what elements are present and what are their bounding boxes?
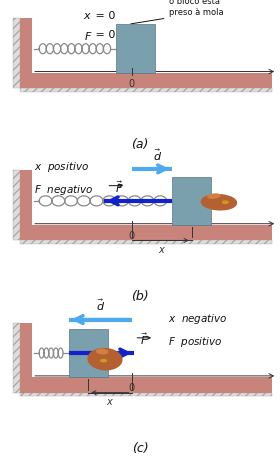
Bar — [13, 170, 20, 240]
Bar — [20, 377, 272, 393]
Ellipse shape — [101, 360, 106, 362]
Text: $x$  negativo: $x$ negativo — [168, 312, 228, 326]
Text: (a): (a) — [131, 138, 149, 151]
Text: $\vec{F}$: $\vec{F}$ — [140, 331, 149, 347]
Ellipse shape — [97, 349, 108, 354]
Ellipse shape — [208, 194, 220, 198]
Text: $F$: $F$ — [84, 31, 92, 43]
Text: = 0: = 0 — [92, 31, 116, 40]
Ellipse shape — [201, 195, 237, 210]
Text: $x$: $x$ — [106, 397, 114, 407]
Text: $x$: $x$ — [158, 245, 166, 255]
Text: (c): (c) — [132, 442, 148, 455]
Text: $F$  negativo: $F$ negativo — [34, 183, 93, 197]
Text: (b): (b) — [131, 290, 149, 303]
Text: $\vec{d}$: $\vec{d}$ — [153, 147, 162, 163]
Bar — [20, 323, 32, 393]
Text: $x$: $x$ — [83, 11, 92, 21]
Bar — [20, 73, 272, 88]
Bar — [20, 170, 32, 240]
Bar — [13, 18, 20, 88]
Bar — [20, 18, 32, 88]
Text: $x$: $x$ — [279, 219, 280, 228]
Bar — [20, 240, 272, 244]
Text: $x$: $x$ — [279, 371, 280, 381]
Bar — [172, 176, 211, 225]
Bar — [20, 225, 272, 240]
Bar — [116, 24, 155, 73]
Text: 0: 0 — [129, 383, 135, 393]
Bar — [13, 323, 20, 393]
Text: o bloco está
preso à mola: o bloco está preso à mola — [131, 0, 224, 24]
Text: $\vec{d}$: $\vec{d}$ — [95, 298, 105, 314]
Text: $F$  positivo: $F$ positivo — [168, 335, 223, 349]
Text: $x$: $x$ — [279, 67, 280, 76]
Bar — [69, 329, 108, 377]
Text: = 0: = 0 — [92, 11, 116, 21]
Text: $\vec{F}$: $\vec{F}$ — [115, 179, 123, 195]
Text: 0: 0 — [129, 231, 135, 241]
Text: $x$  positivo: $x$ positivo — [34, 160, 89, 174]
Ellipse shape — [223, 201, 228, 203]
Bar — [20, 88, 272, 92]
Text: 0: 0 — [129, 79, 135, 89]
Bar — [20, 393, 272, 396]
Ellipse shape — [88, 349, 122, 370]
